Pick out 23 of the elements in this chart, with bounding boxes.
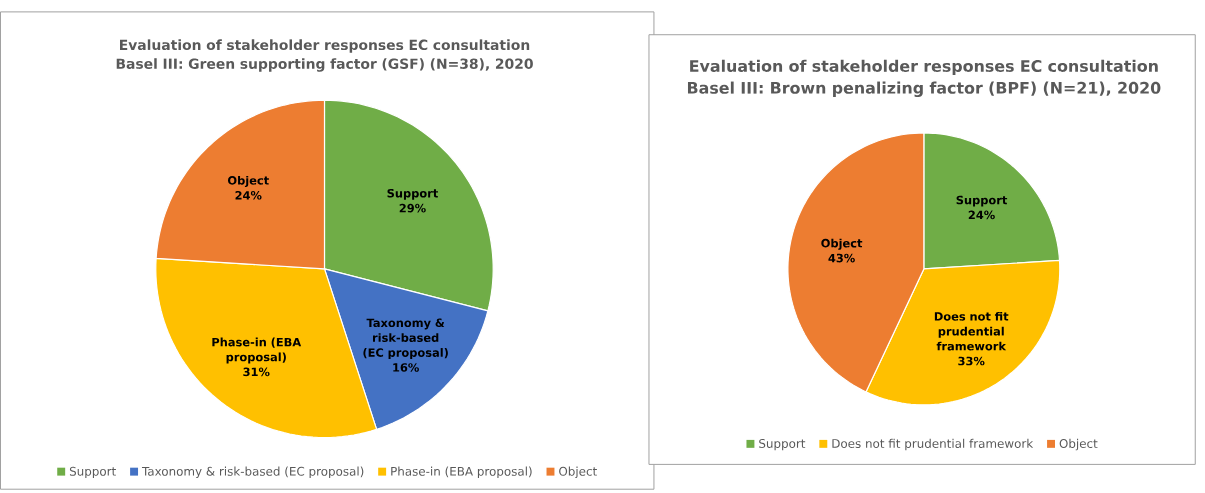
data-label: 43% — [828, 253, 855, 263]
legend-label: Object — [559, 466, 597, 479]
chart-title: Evaluation of stakeholder responses EC consultation Basel III: Green supporting factor (GSF) (N=38), 2020 — [116, 39, 533, 72]
legend-label: Taxonomy & risk-based (EC proposal) — [141, 466, 364, 479]
slice-label: Object — [227, 175, 269, 187]
data-label: 24% — [968, 210, 995, 220]
slice-label: Does not fit prudential framework — [934, 311, 1009, 351]
legend-label: Object — [1059, 438, 1098, 451]
slice-label: Phase-in (EBA proposal) — [212, 337, 302, 364]
legend-label: Does not fit prudential framework — [832, 438, 1034, 451]
slice-label: Support — [956, 195, 1008, 207]
data-label: 16% — [393, 363, 419, 372]
legend-label: Support — [69, 466, 116, 479]
data-label: 31% — [243, 367, 270, 377]
slice-label: Object — [821, 238, 863, 250]
slice-label: Taxonomy & risk-based (EC proposal) — [363, 318, 448, 360]
chart-title: Evaluation of stakeholder responses EC consultation Basel III: Brown penalizing factor (BPF) (N=21), 2020 — [687, 59, 1161, 97]
data-label: 29% — [399, 203, 426, 213]
slice-label: Support — [387, 188, 439, 200]
data-label: 24% — [235, 190, 262, 200]
data-label: 33% — [958, 356, 985, 366]
legend-label: Phase-in (EBA proposal) — [391, 466, 532, 479]
legend-label: Support — [759, 438, 806, 451]
